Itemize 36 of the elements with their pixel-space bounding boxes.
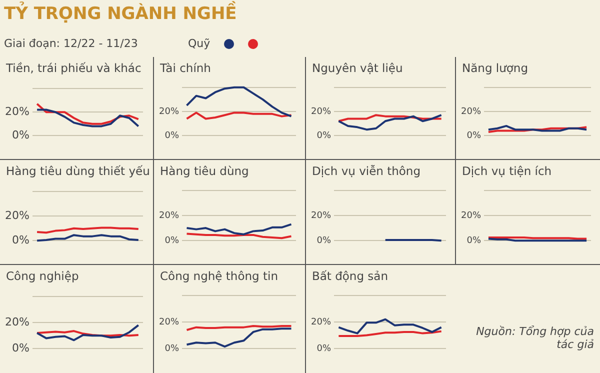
y-tick-label: 0%: [316, 344, 332, 354]
y-tick-label: 0%: [12, 233, 30, 246]
y-tick-label: 0%: [466, 236, 482, 246]
chart-title: Năng lượng: [462, 61, 528, 75]
chart-title: Công nghệ thông tin: [160, 269, 278, 283]
y-tick-label: 20%: [158, 317, 180, 328]
y-tick-label: 20%: [310, 317, 332, 328]
y-tick-label: 20%: [310, 210, 332, 221]
y-tick-label: 20%: [460, 106, 482, 117]
y-tick-label: 0%: [466, 130, 482, 141]
chart-title: Hàng tiêu dùng thiết yếu: [6, 164, 150, 178]
y-tick-label: 0%: [12, 128, 30, 142]
y-tick-label: 0%: [316, 236, 332, 246]
text: Giai đoạn: 12/22 - 11/23: [4, 37, 138, 50]
y-tick-label: 20%: [310, 106, 332, 117]
text: Nguồn: Tổng hợp của tác giả: [475, 325, 594, 351]
y-tick-label: 0%: [316, 130, 332, 141]
y-tick-label: 20%: [4, 315, 30, 328]
chart-title: Công nghiệp: [6, 269, 79, 283]
chart-title: Bất động sản: [312, 269, 388, 283]
y-tick-label: 20%: [158, 210, 180, 221]
y-tick-label: 20%: [460, 210, 482, 221]
chart-title: Dịch vụ viễn thông: [312, 164, 421, 178]
chart-title: Tiền, trái phiếu và khác: [6, 61, 142, 75]
chart-title: Nguyên vật liệu: [312, 61, 403, 75]
y-tick-label: 20%: [4, 208, 30, 222]
chart-title: Hàng tiêu dùng: [160, 164, 249, 178]
legend-title: Quỹ: [188, 37, 210, 50]
y-tick-label: 20%: [158, 106, 180, 117]
y-tick-label: 0%: [164, 130, 180, 141]
y-tick-label: 0%: [164, 344, 180, 354]
chart-title: Tài chính: [160, 61, 211, 75]
y-tick-label: 0%: [12, 341, 30, 354]
y-tick-label: 0%: [164, 236, 180, 246]
y-tick-label: 20%: [4, 104, 30, 118]
chart-title: Dịch vụ tiện ích: [462, 164, 552, 178]
